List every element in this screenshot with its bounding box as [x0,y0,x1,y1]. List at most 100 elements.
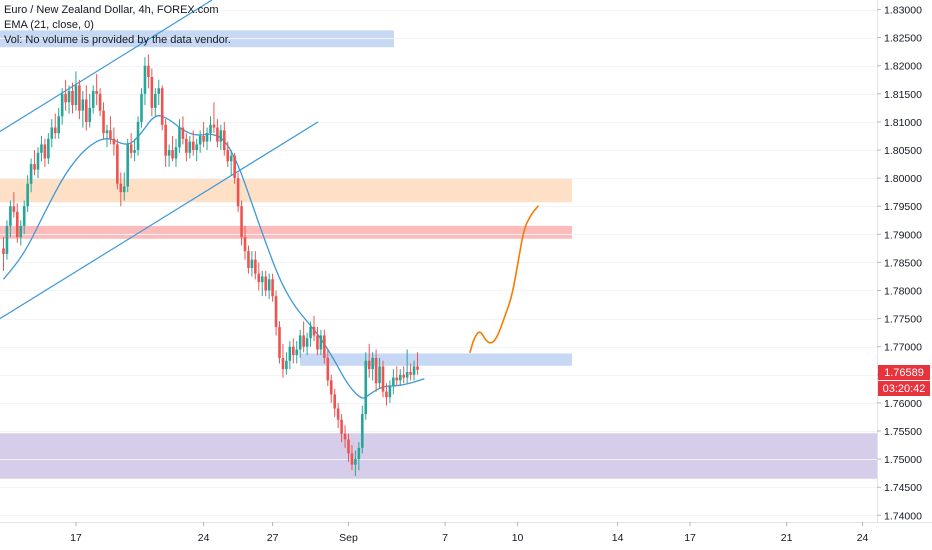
candle[interactable] [250,251,254,277]
candle[interactable] [285,352,288,375]
candle[interactable] [9,200,12,238]
candle[interactable] [295,341,299,364]
candle[interactable] [374,349,378,392]
candle[interactable] [154,88,157,117]
candle[interactable] [57,107,60,139]
candle[interactable] [319,329,323,356]
candle[interactable] [343,425,347,448]
candle[interactable] [140,88,143,128]
candle[interactable] [395,366,399,387]
candle[interactable] [12,192,16,218]
candle[interactable] [398,369,402,387]
candle[interactable] [371,352,374,381]
candle[interactable] [74,71,78,111]
candle[interactable] [316,327,319,356]
candle[interactable] [188,135,192,159]
candle[interactable] [2,237,5,271]
candle[interactable] [223,121,226,156]
candle[interactable] [64,79,67,111]
candle[interactable] [85,85,88,131]
candle[interactable] [357,442,361,471]
volume-indicator-label[interactable]: Vol: No volume is provided by the data v… [4,34,231,46]
candle[interactable] [95,74,98,106]
candle[interactable] [88,93,92,128]
candle[interactable] [133,138,136,162]
candle[interactable] [209,116,212,142]
candle[interactable] [292,338,295,364]
candle[interactable] [402,366,405,384]
candle[interactable] [167,144,171,167]
candle[interactable] [198,130,202,153]
candle[interactable] [71,82,74,114]
candle[interactable] [254,251,257,280]
candle[interactable] [105,124,109,148]
candle[interactable] [271,273,274,302]
candle[interactable] [112,127,116,156]
candle[interactable] [212,102,216,134]
candle[interactable] [219,124,223,151]
candle[interactable] [181,116,185,145]
candle[interactable] [98,88,102,117]
candle[interactable] [174,138,178,167]
candle[interactable] [326,349,330,387]
candle[interactable] [91,85,95,114]
candle[interactable] [119,172,123,207]
candle[interactable] [405,349,409,384]
candle[interactable] [147,54,150,89]
candle[interactable] [157,79,161,106]
candle[interactable] [67,85,71,114]
candle[interactable] [340,414,343,443]
candle[interactable] [298,329,302,358]
candle[interactable] [109,116,112,145]
candle[interactable] [312,315,316,342]
candle[interactable] [126,138,129,193]
candle[interactable] [409,363,412,381]
candle[interactable] [274,290,278,336]
candle[interactable] [278,321,281,364]
candle[interactable] [5,220,9,260]
candle[interactable] [336,402,340,429]
candle[interactable] [233,152,236,184]
candle[interactable] [195,138,198,162]
symbol-title[interactable]: Euro / New Zealand Dollar, 4h, FOREX.com [4,4,219,16]
candle[interactable] [281,343,285,378]
candle[interactable] [350,445,354,471]
candle[interactable] [19,220,23,246]
candle[interactable] [43,138,47,167]
candle[interactable] [385,383,388,406]
candle[interactable] [412,360,416,381]
candle[interactable] [29,158,33,193]
candle[interactable] [302,321,305,353]
candle[interactable] [22,200,26,235]
candle[interactable] [185,133,188,162]
candle[interactable] [367,343,371,378]
candle[interactable] [53,113,57,139]
candle[interactable] [236,172,240,212]
candle[interactable] [178,119,181,153]
candle[interactable] [288,341,292,370]
candle[interactable] [160,85,164,131]
candle[interactable] [216,119,219,148]
candle[interactable] [329,374,333,403]
candle[interactable] [323,329,326,364]
candle[interactable] [116,138,119,190]
candle[interactable] [381,360,385,398]
candle[interactable] [102,102,105,139]
candle[interactable] [416,352,419,375]
candle[interactable] [81,91,85,128]
candle[interactable] [309,321,312,347]
candle[interactable] [247,245,250,274]
candle[interactable] [240,200,243,246]
candle[interactable] [243,225,247,260]
candle[interactable] [361,405,364,454]
candle[interactable] [264,270,267,297]
candle[interactable] [267,273,271,299]
candle[interactable] [150,68,154,117]
candle[interactable] [191,130,195,156]
candle[interactable] [129,133,133,159]
candle[interactable] [26,175,29,212]
time-axis[interactable]: 17 24 27 Sep 7 10 14 17 21 24 [70,522,869,544]
candle[interactable] [354,450,357,476]
candle[interactable] [202,121,205,148]
